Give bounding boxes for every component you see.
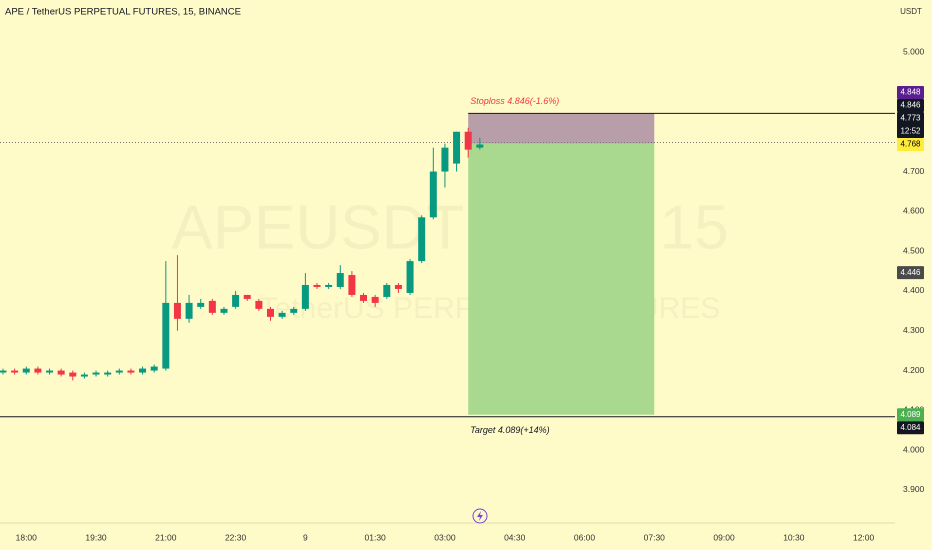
price-label-box [897,98,924,112]
chart-title: APE / TetherUS PERPETUAL FUTURES, 15, BI… [5,7,241,18]
currency: USDT [900,7,922,16]
x-tick-label: 22:30 [225,532,247,542]
y-tick-label: 4.200 [903,365,925,375]
price-label-box [897,85,924,99]
candle-body [11,370,19,373]
x-tick-label: 07:30 [644,532,666,542]
candle-body [441,147,449,172]
price-label-box [897,408,924,422]
candle-body [348,275,356,295]
price-label-box [897,421,924,435]
candle-body [197,302,205,307]
x-tick-label: 09:00 [713,532,735,542]
y-tick-label: 4.300 [903,325,925,335]
candle-body [383,284,391,297]
y-tick-label: 4.600 [903,206,925,216]
candle-body [185,302,193,319]
x-tick-label: 19:30 [85,532,107,542]
y-tick-label: 4.000 [903,444,925,454]
price-label: 4.773 [900,114,921,123]
price-label-box [897,111,924,138]
candle-body [255,300,263,309]
x-tick-label: 10:30 [783,532,805,542]
candle-body [394,284,402,289]
replay-icon[interactable] [472,508,488,524]
candle-body [115,370,123,373]
candle-body [406,261,414,293]
price-label: 4.768 [900,140,921,149]
candle-body [371,296,379,303]
price-label: 4.846 [900,101,921,110]
price-label: 4.084 [900,423,921,432]
candle-body [325,284,333,287]
candle-body [301,284,309,309]
x-tick-label: 12:00 [853,532,875,542]
x-tick-label: 06:00 [574,532,596,542]
x-tick-label: 9 [303,532,308,542]
x-tick-label: 18:00 [16,532,38,542]
candle-body [336,273,344,287]
x-tick-label: 01:30 [365,532,387,542]
candle-body [476,144,484,148]
candle-body [150,366,158,371]
candle-body [313,284,321,287]
y-tick-label: 5.000 [903,46,925,56]
candle-body [266,308,274,317]
candle-body [22,368,30,373]
candle-body [173,302,181,319]
candle-body [57,370,65,375]
price-label: 4.848 [900,88,921,97]
candle-body [232,294,240,307]
candle-body [139,368,147,373]
candle-body [429,171,437,218]
candle-body [464,131,472,150]
x-tick-label: 04:30 [504,532,526,542]
candle-body [92,372,100,375]
candle-body [278,312,286,317]
candle-body [69,372,77,377]
countdown: 12:52 [900,127,921,136]
y-tick-label: 3.900 [903,484,925,494]
target-zone [468,143,655,415]
candle-body [46,370,54,373]
candle-body [127,370,135,373]
price-label-box [897,137,924,151]
x-tick-label: 03:00 [434,532,456,542]
price-label: 4.089 [900,410,921,419]
candle-body [453,131,461,164]
y-tick-label: 4.500 [903,245,925,255]
price-label: 4.446 [900,268,921,277]
candle-body [104,372,112,375]
candle-body [80,374,88,377]
candle-body [0,370,7,373]
candle-body [220,308,228,313]
candle-body [290,308,298,313]
candle-body [360,294,368,301]
candle-body [418,217,426,262]
candle-body [208,300,216,313]
y-tick-label: 4.700 [903,166,925,176]
price-label-box [897,266,924,280]
candle-body [162,302,170,369]
stop-zone [468,113,655,144]
candle-body [243,294,251,299]
x-tick-label: 21:00 [155,532,177,542]
y-tick-label: 4.400 [903,285,925,295]
stop-label: Stoploss 4.846(-1.6%) [470,96,559,106]
target-label: Target 4.089(+14%) [470,425,549,435]
candle-body [34,368,42,373]
